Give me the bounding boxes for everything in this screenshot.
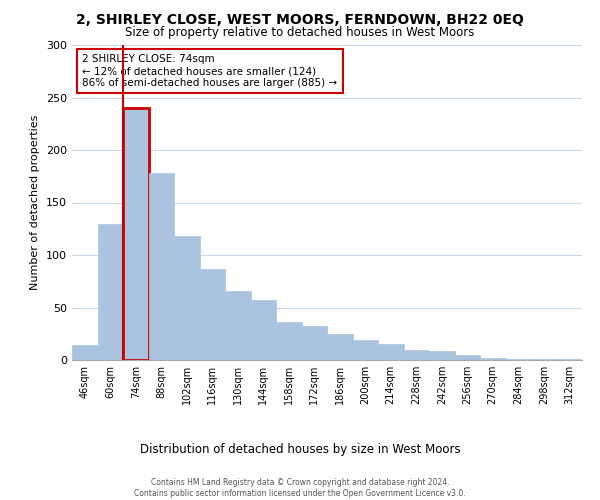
Text: 2, SHIRLEY CLOSE, WEST MOORS, FERNDOWN, BH22 0EQ: 2, SHIRLEY CLOSE, WEST MOORS, FERNDOWN, … [76, 12, 524, 26]
Bar [327, 334, 353, 360]
Bar [97, 224, 123, 360]
Bar [557, 359, 582, 360]
Bar [225, 290, 251, 360]
Bar [123, 108, 149, 360]
Text: Distribution of detached houses by size in West Moors: Distribution of detached houses by size … [140, 442, 460, 456]
Bar [378, 344, 404, 360]
Bar [353, 340, 378, 360]
Bar [455, 355, 480, 360]
Bar [72, 346, 97, 360]
Bar [276, 322, 302, 360]
Bar [429, 350, 455, 360]
Bar [199, 268, 225, 360]
Bar [149, 173, 174, 360]
Text: Contains HM Land Registry data © Crown copyright and database right 2024.
Contai: Contains HM Land Registry data © Crown c… [134, 478, 466, 498]
Bar [251, 300, 276, 360]
Bar [531, 359, 557, 360]
Bar [302, 326, 327, 360]
Y-axis label: Number of detached properties: Number of detached properties [31, 115, 40, 290]
Text: Size of property relative to detached houses in West Moors: Size of property relative to detached ho… [125, 26, 475, 39]
Bar [505, 359, 531, 360]
Bar [174, 236, 199, 360]
Bar [480, 358, 505, 360]
Text: 2 SHIRLEY CLOSE: 74sqm
← 12% of detached houses are smaller (124)
86% of semi-de: 2 SHIRLEY CLOSE: 74sqm ← 12% of detached… [82, 54, 337, 88]
Bar [404, 350, 429, 360]
